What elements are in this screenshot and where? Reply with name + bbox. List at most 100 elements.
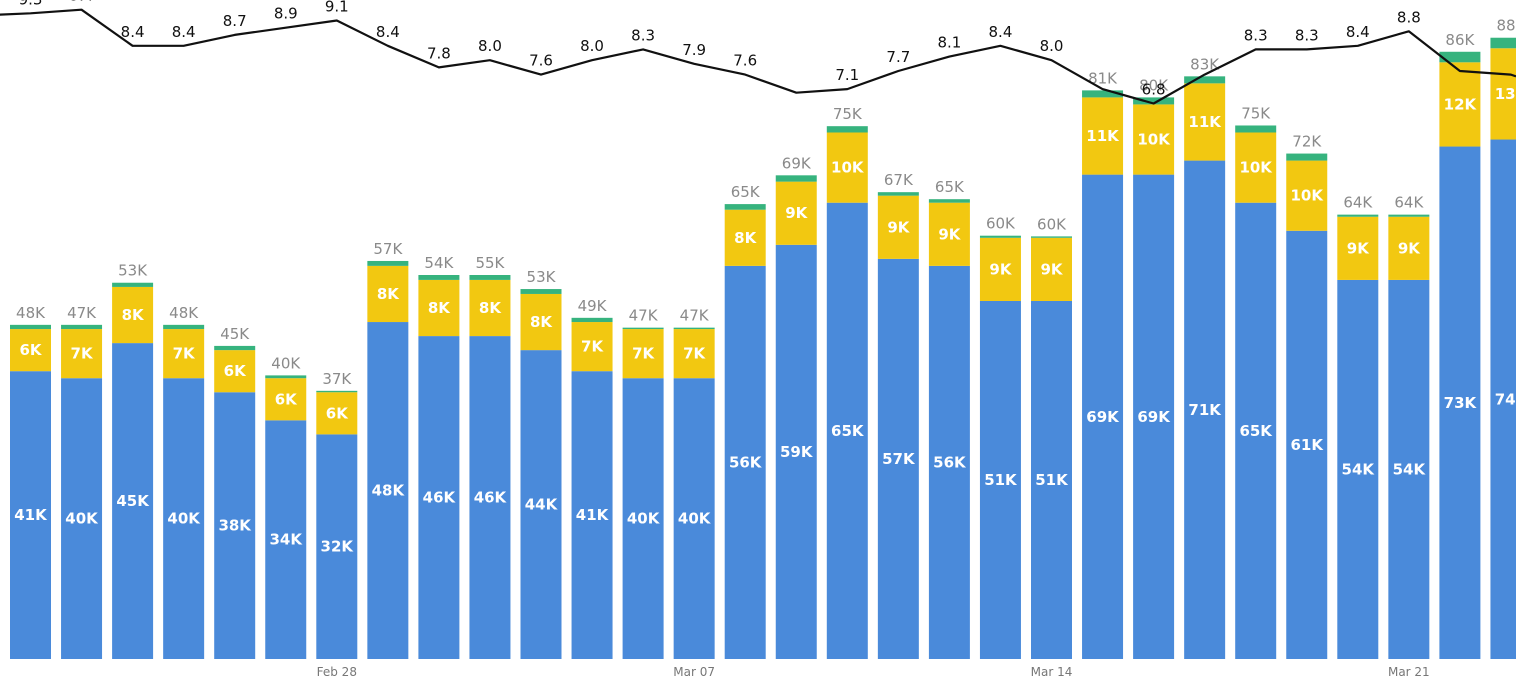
bar-segment-yellow <box>1337 216 1379 280</box>
series-line <box>0 8 1516 105</box>
data-label-blue: 34K <box>270 531 304 549</box>
data-label-blue: 71K <box>1188 401 1222 419</box>
bar-segment-blue <box>1439 146 1481 660</box>
data-label-yellow: 9K <box>989 260 1012 278</box>
data-label-blue: 51K <box>984 471 1018 489</box>
data-label-yellow: 8K <box>530 313 553 331</box>
bar-segment-yellow <box>418 279 460 337</box>
bar-group: 71K 11K 83K <box>1184 55 1226 659</box>
bar-group: 65K 10K 75K <box>1235 104 1277 659</box>
data-label-blue: 46K <box>423 489 457 507</box>
data-label-blue: 41K <box>14 506 48 524</box>
data-label-yellow: 7K <box>581 338 604 356</box>
data-label-line: 8.3 <box>1244 26 1268 44</box>
data-label-yellow: 10K <box>1137 131 1171 149</box>
bar-segment-yellow <box>877 195 919 259</box>
bar-segment-green <box>367 260 409 266</box>
bar-group: 44K 8K 53K <box>520 268 562 659</box>
data-label-total: 54K <box>424 254 454 272</box>
bar-segment-green <box>1082 90 1124 98</box>
bar-segment-green <box>61 324 103 330</box>
data-label-yellow: 6K <box>275 390 298 408</box>
bar-segment-green <box>826 126 868 133</box>
bar-segment-blue <box>418 336 460 659</box>
data-label-blue: 40K <box>678 510 712 528</box>
data-label-blue: 51K <box>1035 471 1069 489</box>
bar-segment-blue <box>61 378 103 659</box>
bar-segment-yellow <box>979 237 1021 301</box>
bar-segment-blue <box>724 265 766 659</box>
data-label-blue: 74K <box>1495 390 1516 408</box>
bar-segment-blue <box>163 378 205 659</box>
bar-segment-blue <box>1388 279 1430 659</box>
data-label-blue: 61K <box>1291 436 1325 454</box>
bar-segment-blue <box>1337 279 1379 659</box>
bar-segment-yellow <box>214 350 256 393</box>
bar-segment-green <box>112 282 154 287</box>
data-label-yellow: 11K <box>1188 113 1222 131</box>
data-label-blue: 40K <box>167 510 201 528</box>
bar-segment-green <box>622 327 664 330</box>
data-label-blue: 56K <box>729 453 763 471</box>
data-label-yellow: 7K <box>173 345 196 363</box>
bar-segment-yellow <box>520 293 562 351</box>
bar-segment-green <box>1337 214 1379 217</box>
data-label-total: 47K <box>629 307 659 325</box>
data-label-yellow: 9K <box>1347 239 1370 257</box>
bar-segment-green <box>724 204 766 210</box>
x-tick-label: Mar 21 <box>1388 665 1430 679</box>
bar-segment-yellow <box>1235 132 1277 203</box>
bar-segment-yellow <box>775 181 817 245</box>
data-label-blue: 59K <box>780 443 814 461</box>
data-label-blue: 40K <box>65 510 99 528</box>
data-label-yellow: 7K <box>71 345 94 363</box>
data-label-blue: 69K <box>1137 408 1171 426</box>
bar-segment-green <box>928 199 970 203</box>
bar-group: 51K 9K 60K <box>1031 215 1072 659</box>
bar-group: 40K 7K 48K <box>163 304 205 659</box>
bar-segment-yellow <box>1490 48 1516 140</box>
data-label-blue: 56K <box>933 453 967 471</box>
bar-segment-yellow <box>112 286 154 344</box>
data-label-yellow: 9K <box>887 218 910 236</box>
bar-segment-green <box>1388 214 1430 217</box>
data-label-yellow: 9K <box>938 225 961 243</box>
bar-segment-green <box>265 375 307 379</box>
bar-group: 65K 10K 75K <box>826 105 868 659</box>
bar-segment-blue <box>1133 174 1175 659</box>
line-layer: 9.3 9.4 8.4 8.4 8.7 8.9 9.1 8.4 7.8 8.0 7.6 8.0 8.3 7… <box>0 0 1516 105</box>
data-label-total: 83K <box>1190 55 1220 73</box>
data-label-blue: 48K <box>372 482 406 500</box>
data-label-total: 67K <box>884 171 914 189</box>
bar-segment-blue <box>112 343 154 659</box>
data-label-blue: 40K <box>627 510 661 528</box>
bar-segment-green <box>1031 236 1072 238</box>
bar-segment-green <box>418 275 460 280</box>
x-tick-label: Mar 07 <box>673 665 715 679</box>
bar-segment-yellow <box>622 329 664 379</box>
bar-segment-green <box>1439 51 1481 63</box>
data-label-yellow: 12K <box>1444 95 1478 113</box>
data-label-line: 8.7 <box>223 12 247 30</box>
data-label-line: 8.0 <box>580 37 604 55</box>
data-label-blue: 32K <box>321 538 355 556</box>
bar-group: 54K 9K 64K <box>1337 194 1379 659</box>
data-label-line: 7.6 <box>529 52 553 70</box>
data-label-blue: 44K <box>525 496 559 514</box>
bar-segment-yellow <box>469 279 511 337</box>
data-label-yellow: 7K <box>683 345 706 363</box>
data-label-yellow: 13K <box>1495 85 1516 103</box>
data-label-line: 8.3 <box>631 26 655 44</box>
data-label-line: 9.4 <box>70 0 94 5</box>
bar-segment-green <box>1184 76 1226 84</box>
bar-group: 56K 8K 65K <box>724 183 766 659</box>
bar-segment-yellow <box>1388 216 1430 280</box>
data-label-total: 64K <box>1343 194 1373 212</box>
bar-segment-blue <box>673 378 715 659</box>
bar-segment-green <box>673 327 715 330</box>
data-label-total: 60K <box>986 215 1016 233</box>
data-label-total: 47K <box>67 304 97 322</box>
bar-segment-green <box>469 275 511 280</box>
